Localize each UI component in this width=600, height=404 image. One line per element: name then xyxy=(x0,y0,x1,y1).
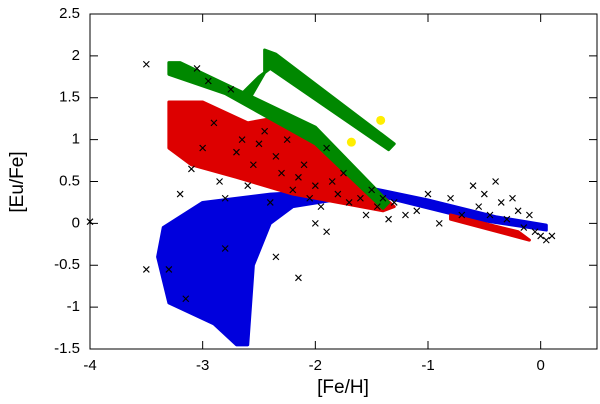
data-point xyxy=(531,228,539,236)
model-region xyxy=(156,186,548,347)
y-tick-label: -0.5 xyxy=(54,256,80,273)
model-region xyxy=(167,100,396,213)
y-tick-label: 0.5 xyxy=(59,172,80,189)
data-point xyxy=(447,194,454,202)
data-point xyxy=(317,203,325,211)
data-point xyxy=(368,186,376,194)
data-point xyxy=(379,194,387,202)
data-point xyxy=(537,232,545,240)
data-point xyxy=(346,137,356,147)
data-point xyxy=(334,190,342,198)
data-point xyxy=(345,199,353,206)
data-point xyxy=(295,274,302,282)
data-point xyxy=(402,211,409,219)
data-point xyxy=(328,178,336,185)
data-point xyxy=(295,173,302,181)
data-point xyxy=(142,60,150,68)
data-point xyxy=(373,203,381,211)
x-tick-label: -4 xyxy=(83,357,96,374)
y-axis-label: [Eu/Fe] xyxy=(7,151,28,212)
data-point xyxy=(503,215,511,223)
y-tick-label: 1.5 xyxy=(59,89,80,106)
data-point xyxy=(509,194,516,202)
data-point xyxy=(221,194,229,202)
x-axis-label: [Fe/H] xyxy=(317,377,369,398)
data-point xyxy=(458,211,466,219)
data-point xyxy=(520,224,528,231)
data-point xyxy=(435,219,443,227)
data-point xyxy=(244,182,252,190)
data-point xyxy=(497,199,505,206)
data-point xyxy=(204,77,212,85)
data-point xyxy=(492,178,499,185)
data-point xyxy=(210,119,218,127)
data-point xyxy=(486,211,494,219)
data-point xyxy=(526,211,533,219)
y-tick-label: -1 xyxy=(67,298,80,315)
data-point xyxy=(261,127,269,135)
data-point xyxy=(182,295,190,303)
data-point xyxy=(390,199,398,206)
data-point xyxy=(548,232,556,240)
y-tick-label: 2.5 xyxy=(59,5,80,22)
data-point xyxy=(283,136,291,144)
data-point xyxy=(176,190,184,198)
data-point xyxy=(272,152,280,160)
data-point xyxy=(469,182,477,190)
data-point xyxy=(193,65,201,72)
data-point xyxy=(311,182,319,190)
data-point xyxy=(475,203,483,211)
data-point xyxy=(86,218,94,226)
y-tick-label: -1.5 xyxy=(54,340,80,357)
data-point xyxy=(362,211,370,219)
data-point xyxy=(385,215,392,223)
data-point xyxy=(266,199,274,206)
data-point xyxy=(340,169,347,177)
data-point xyxy=(272,253,280,261)
model-region xyxy=(449,213,531,242)
data-point xyxy=(216,178,223,185)
data-point xyxy=(323,228,330,236)
data-point xyxy=(480,190,488,198)
x-tick-label: -1 xyxy=(421,357,434,374)
data-point xyxy=(142,266,150,273)
model-region xyxy=(167,61,391,210)
data-point xyxy=(542,236,550,244)
data-point xyxy=(424,190,432,198)
y-tick-label: 2 xyxy=(72,47,80,64)
data-point xyxy=(199,144,207,152)
data-point xyxy=(323,144,330,152)
data-point xyxy=(306,194,314,202)
data-point xyxy=(221,245,229,252)
x-tick-label: 0 xyxy=(536,357,544,374)
data-point xyxy=(514,207,522,215)
data-point xyxy=(165,266,173,273)
y-tick-label: 1 xyxy=(72,131,80,148)
data-point xyxy=(278,169,285,177)
data-point xyxy=(188,165,195,173)
data-point xyxy=(376,115,386,125)
data-point xyxy=(413,207,421,215)
data-point xyxy=(255,140,263,148)
y-tick-label: 0 xyxy=(72,214,80,231)
model-region xyxy=(240,48,396,152)
x-tick-label: -3 xyxy=(196,357,209,374)
data-point xyxy=(238,136,246,144)
data-point xyxy=(233,148,240,156)
data-point xyxy=(311,219,319,227)
data-point xyxy=(249,161,257,169)
data-point xyxy=(227,85,235,93)
data-point xyxy=(357,194,364,202)
x-tick-label: -2 xyxy=(309,357,322,374)
data-point xyxy=(300,161,308,169)
data-point xyxy=(289,186,297,194)
